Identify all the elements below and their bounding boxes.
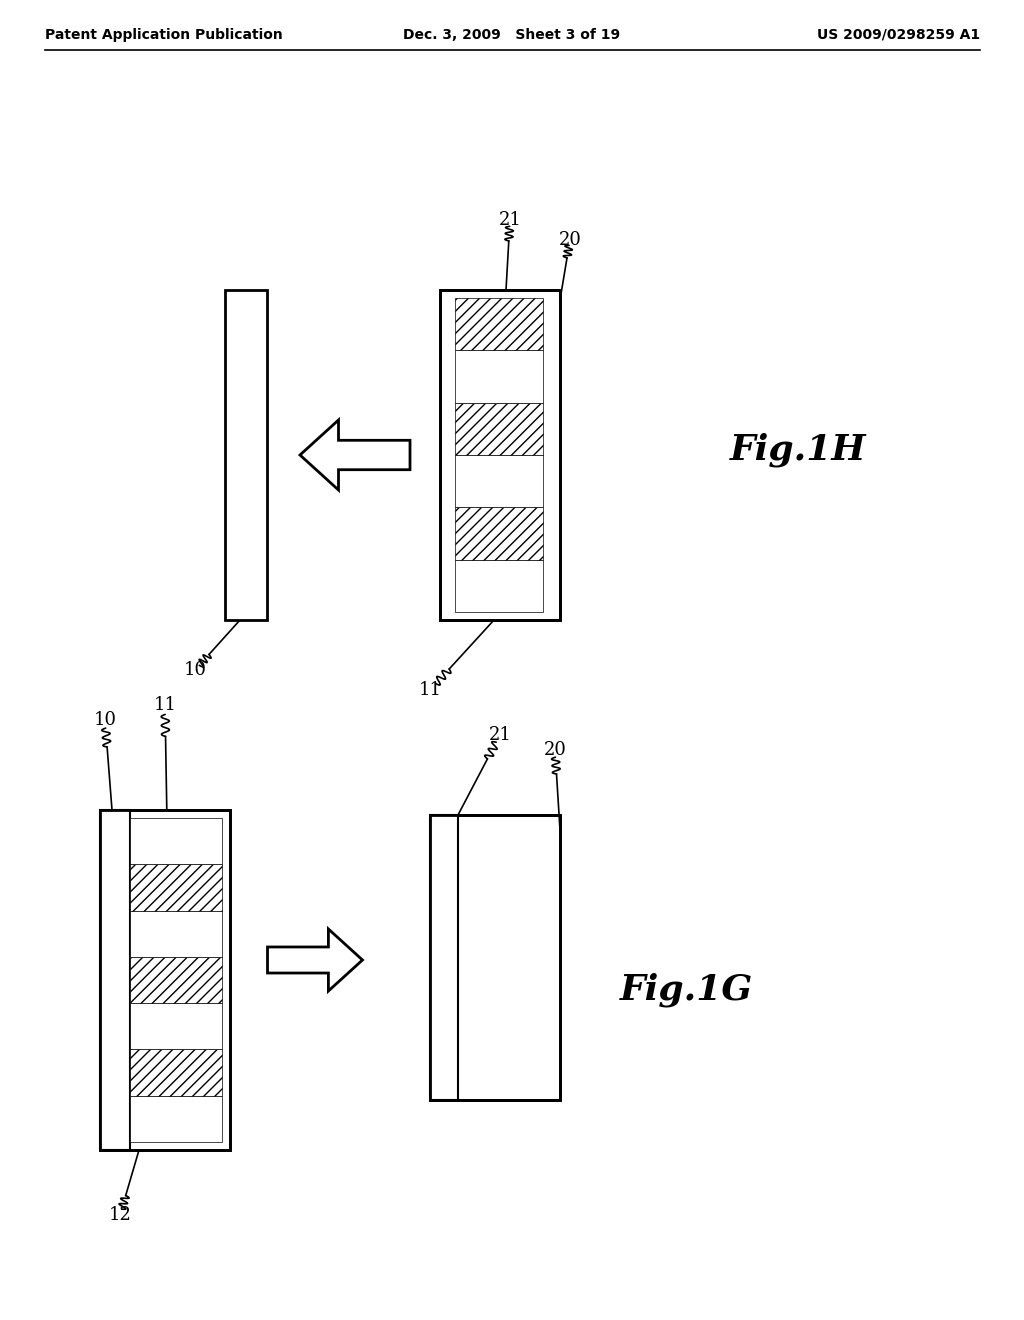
Text: 10: 10: [93, 711, 117, 729]
Bar: [455, 298, 543, 350]
Text: Dec. 3, 2009   Sheet 3 of 19: Dec. 3, 2009 Sheet 3 of 19: [403, 28, 621, 42]
Text: US 2009/0298259 A1: US 2009/0298259 A1: [817, 28, 980, 42]
Text: 12: 12: [109, 1206, 131, 1224]
Text: Fig.1H: Fig.1H: [730, 433, 866, 467]
Bar: [430, 814, 560, 1100]
Text: 20: 20: [544, 741, 566, 759]
Bar: [440, 290, 560, 620]
Bar: [130, 865, 222, 911]
Bar: [440, 290, 560, 620]
Bar: [130, 1003, 222, 1049]
Text: 11: 11: [419, 681, 441, 700]
Bar: [100, 810, 230, 1150]
Bar: [130, 957, 222, 1003]
Bar: [130, 911, 222, 957]
Polygon shape: [300, 420, 410, 490]
Bar: [455, 560, 543, 612]
Bar: [430, 814, 458, 1100]
Text: 21: 21: [499, 211, 521, 228]
Polygon shape: [267, 929, 362, 991]
Bar: [130, 1096, 222, 1142]
Text: Fig.1G: Fig.1G: [620, 973, 754, 1007]
Bar: [130, 1049, 222, 1096]
Text: 20: 20: [558, 231, 582, 249]
Bar: [455, 403, 543, 455]
Bar: [455, 350, 543, 403]
Bar: [430, 814, 560, 1100]
Bar: [100, 810, 230, 1150]
Bar: [455, 507, 543, 560]
Bar: [225, 290, 267, 620]
Text: Patent Application Publication: Patent Application Publication: [45, 28, 283, 42]
Text: 11: 11: [154, 696, 176, 714]
Text: 21: 21: [488, 726, 511, 744]
Bar: [455, 455, 543, 507]
Bar: [100, 810, 130, 1150]
Bar: [130, 818, 222, 865]
Text: 10: 10: [183, 661, 207, 678]
